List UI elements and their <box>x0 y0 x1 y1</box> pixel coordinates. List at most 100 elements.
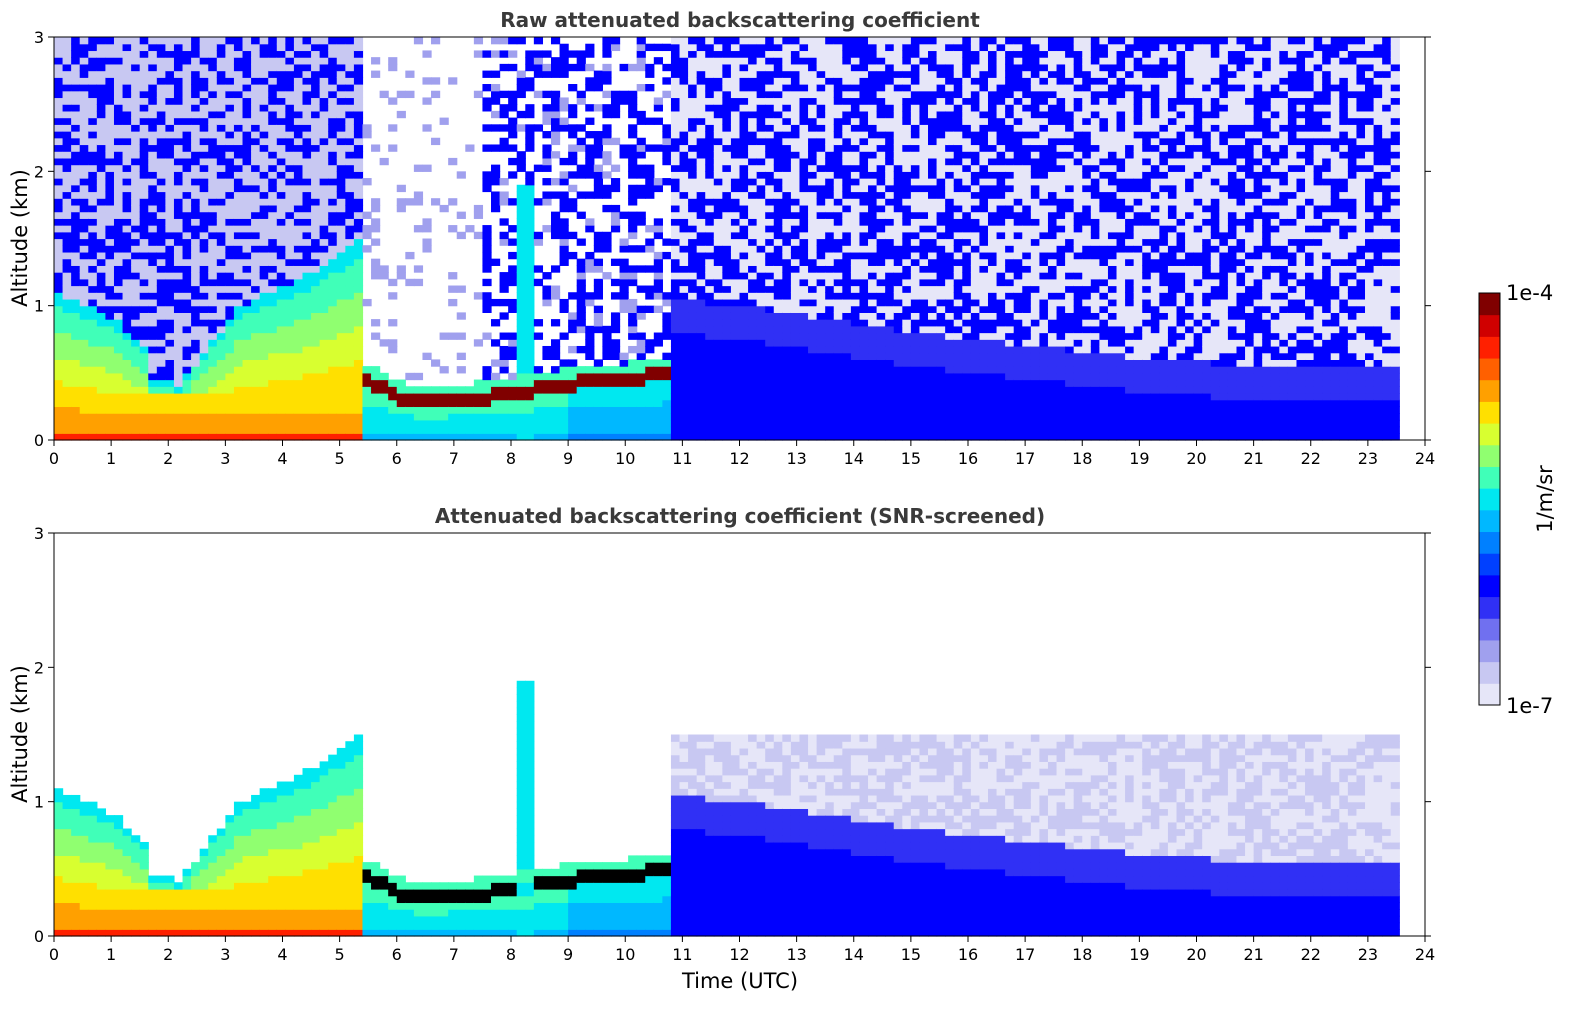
heat-cell <box>336 332 346 340</box>
heat-cell <box>576 191 586 199</box>
heat-cell <box>499 366 509 374</box>
heat-cell <box>550 191 561 199</box>
heat-cell <box>808 43 818 52</box>
heat-cell <box>628 406 638 414</box>
heat-cell <box>251 184 261 193</box>
heat-cell <box>285 251 295 260</box>
heat-cell <box>782 43 792 52</box>
heat-cell <box>88 151 98 159</box>
heat-cell <box>182 184 192 193</box>
heat-cell <box>79 325 89 334</box>
heat-cell <box>456 406 466 414</box>
heat-cell <box>808 245 818 253</box>
heat-cell <box>293 379 304 387</box>
heat-cell <box>696 379 706 387</box>
heat-cell <box>773 419 783 428</box>
heat-cell <box>79 359 89 367</box>
heat-cell <box>173 352 184 360</box>
heat-cell <box>679 339 689 347</box>
heat-cell <box>216 366 226 374</box>
heat-cell <box>756 298 766 307</box>
heat-cell <box>859 137 869 146</box>
heat-cell <box>842 84 852 92</box>
heat-cell <box>353 104 364 112</box>
heat-cell <box>148 406 158 414</box>
heat-cell <box>550 433 561 441</box>
heat-cell <box>790 426 801 434</box>
heat-cell <box>148 184 158 193</box>
heat-cell <box>191 265 201 273</box>
heat-cell <box>542 90 552 99</box>
heat-cell <box>773 90 783 99</box>
heat-cell <box>730 137 741 146</box>
heat-cell <box>96 77 107 85</box>
heat-cell <box>893 406 903 414</box>
heat-cell <box>448 77 458 85</box>
heat-cell <box>405 278 415 287</box>
heat-cell <box>156 144 166 152</box>
heat-cell <box>156 339 166 347</box>
heat-cell <box>448 399 458 408</box>
heat-cell <box>199 312 209 320</box>
heat-cell <box>593 305 603 313</box>
heat-cell <box>722 332 732 340</box>
heat-cell <box>876 433 886 441</box>
heat-cell <box>96 379 107 387</box>
heat-cell <box>696 413 706 421</box>
heat-cell <box>208 184 218 193</box>
heat-cell <box>113 137 124 146</box>
heat-cell <box>216 218 226 226</box>
heat-cell <box>199 211 209 219</box>
heat-cell <box>268 137 278 146</box>
heat-cell <box>362 419 372 428</box>
heat-cell <box>833 406 843 414</box>
heat-cell <box>722 366 732 374</box>
heat-cell <box>765 372 775 381</box>
heat-cell <box>105 399 115 408</box>
heat-cell <box>62 319 72 327</box>
heat-cell <box>148 379 158 387</box>
heat-cell <box>619 278 629 287</box>
heat-cell <box>739 359 749 367</box>
heat-cell <box>842 419 852 428</box>
heat-cell <box>54 379 64 387</box>
heat-cell <box>191 77 201 85</box>
heat-cell <box>311 84 321 92</box>
heat-cell <box>131 63 141 72</box>
heat-cell <box>653 144 663 152</box>
heat-cell <box>816 124 826 132</box>
heat-cell <box>765 57 775 65</box>
heat-cell <box>233 406 244 414</box>
heat-cell <box>842 225 852 233</box>
heat-cell <box>585 218 595 226</box>
heat-cell <box>276 84 286 92</box>
heat-cell <box>636 399 646 408</box>
heat-cell <box>225 137 235 146</box>
heat-cell <box>54 191 64 199</box>
heat-cell <box>62 258 72 266</box>
heat-cell <box>859 265 869 273</box>
heat-cell <box>576 144 586 152</box>
heat-cell <box>482 171 492 179</box>
heat-cell <box>713 366 723 374</box>
heat-cell <box>542 285 552 293</box>
heat-cell <box>88 198 98 206</box>
heat-cell <box>619 352 629 360</box>
heat-cell <box>525 50 535 58</box>
heat-cell <box>345 157 355 166</box>
heat-cell <box>842 151 852 159</box>
heat-cell <box>825 325 835 334</box>
heat-cell <box>302 345 312 354</box>
heat-cell <box>576 57 586 65</box>
heat-cell <box>388 379 398 387</box>
heat-cell <box>636 419 646 428</box>
heat-cell <box>833 57 843 65</box>
heat-cell <box>910 272 921 280</box>
heat-cell <box>756 433 766 441</box>
heat-cell <box>679 366 689 374</box>
heat-cell <box>242 419 252 428</box>
heat-cell <box>602 43 612 52</box>
heat-cell <box>602 426 612 434</box>
heat-cell <box>302 359 312 367</box>
heat-cell <box>79 90 89 99</box>
